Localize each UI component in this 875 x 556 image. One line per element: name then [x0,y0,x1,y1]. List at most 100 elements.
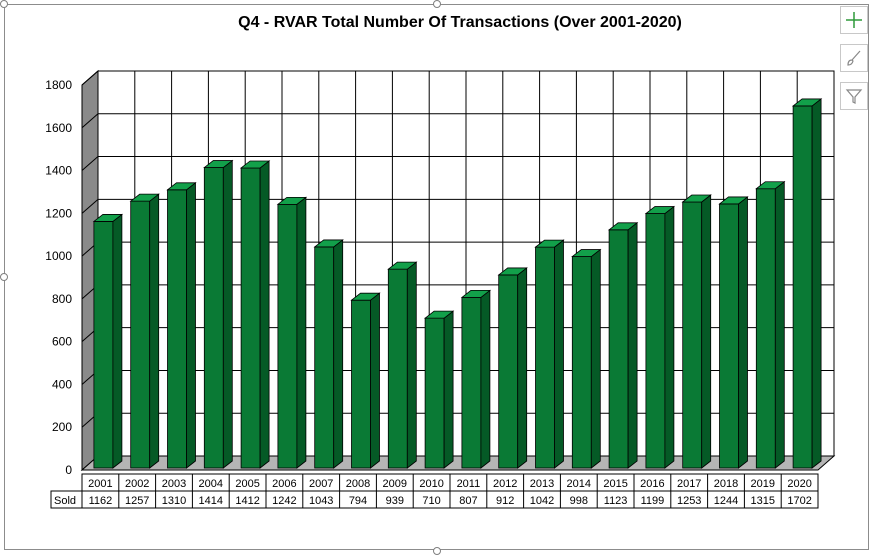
data-value-label: 1199 [641,495,665,507]
data-table-value-row [50,490,819,509]
bar-front [461,296,482,469]
resize-handle-top-left[interactable] [0,0,8,8]
bar-top [644,206,676,214]
gridline-side [81,156,99,171]
y-tick-label: 200 [52,420,72,434]
resize-handle-left[interactable] [0,273,8,281]
bar-side [554,239,564,469]
bar-side [627,221,638,469]
bar-side [774,180,785,469]
category-label: 2018 [714,478,738,490]
bar-top [571,249,602,257]
bar-side [480,289,491,469]
data-value-label: 998 [570,495,588,507]
y-tick-label: 1400 [45,164,72,178]
category-label: 2012 [493,478,517,490]
data-value-label: 1315 [751,495,775,507]
category-label: 2005 [235,478,259,490]
bar-top [534,239,565,248]
bar-front [240,167,261,469]
category-label: 2004 [199,478,223,490]
y-tick-label: 1000 [45,249,72,263]
bar-side [296,196,307,469]
y-tick-label: 400 [52,377,72,391]
bar-top [607,222,639,231]
data-value-label: 912 [496,495,514,507]
bar-top [239,160,271,169]
bar-front [277,203,298,469]
data-value-label: 1043 [309,495,333,507]
bar-top [718,196,749,205]
chart-styles-button[interactable] [840,44,868,72]
bar-top [460,289,492,298]
gridline-side [81,113,99,129]
data-value-label: 1253 [677,495,701,507]
bar-front [571,256,592,469]
category-label: 2011 [457,478,481,490]
resize-handle-bottom[interactable] [433,547,441,555]
bar-side [149,193,160,469]
bar-side [333,239,344,469]
data-value-label: 1412 [235,495,259,507]
category-label: 2015 [603,478,627,490]
bar-front [682,201,703,469]
y-tick-label: 800 [52,292,72,306]
category-label: 2008 [346,478,370,490]
category-label: 2017 [677,478,701,490]
bar-side [406,261,417,469]
bar-front [167,189,187,469]
chart-filters-button[interactable] [840,82,868,110]
bar-top [681,194,712,203]
chart-elements-button[interactable] [840,6,868,34]
category-label: 2019 [751,478,775,490]
category-label: 2001 [88,478,112,490]
bar-top [92,214,124,222]
bar-front [719,203,739,469]
gridline-side [81,70,99,86]
data-table-series-label: Sold [54,495,76,507]
category-label: 2013 [530,478,554,490]
bar-side [443,310,454,469]
category-label: 2016 [640,478,664,490]
data-value-label: 939 [386,495,404,507]
category-label: 2010 [419,478,443,490]
category-label: 2020 [787,478,811,490]
resize-handle-top[interactable] [433,0,441,8]
bar-side [517,267,528,469]
bar-front [535,246,555,469]
bar-side [811,98,822,469]
bar-side [590,248,601,469]
bar-top [423,310,455,319]
chart-title: Q4 - RVAR Total Number Of Transactions (… [238,14,682,31]
data-value-label: 1257 [125,495,149,507]
bar-top [203,160,234,168]
filter-icon [845,89,863,104]
y-tick-label: 600 [52,335,72,349]
data-value-label: 794 [349,495,367,507]
bar-top [276,196,308,205]
bar-top [166,182,197,191]
bar-front [130,200,151,469]
data-value-label: 1702 [787,495,811,507]
category-label: 2003 [162,478,186,490]
data-value-label: 1242 [272,495,296,507]
data-value-label: 1310 [162,495,186,507]
bar-side [186,181,196,469]
y-tick-label: 1800 [45,78,72,92]
bar-side [701,194,712,469]
y-tick-label: 0 [65,463,72,477]
category-label: 2007 [309,478,333,490]
y-tick-label: 1600 [45,121,72,135]
bar-side [370,292,380,469]
bar-front [203,167,224,469]
bar-top [791,98,823,107]
bar-top [129,193,160,202]
data-value-label: 710 [422,495,440,507]
brush-icon [847,50,861,66]
data-value-label: 1042 [530,495,554,507]
data-value-label: 1162 [89,495,113,507]
bar-front [645,213,666,469]
bar-side [259,160,270,469]
bar-top [387,261,418,270]
